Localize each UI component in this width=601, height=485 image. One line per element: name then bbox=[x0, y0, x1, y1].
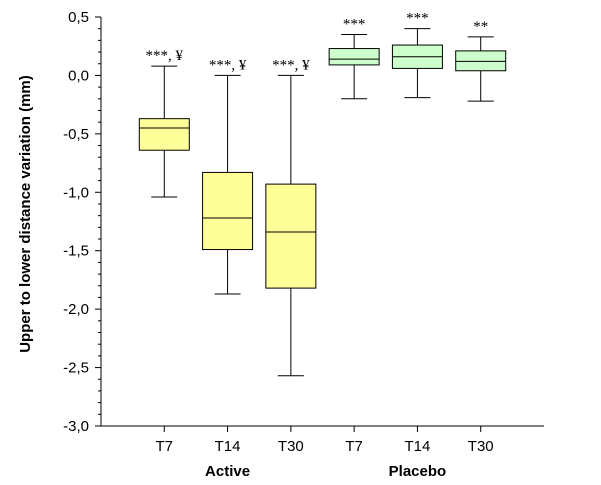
x-tick-label: T30 bbox=[278, 438, 304, 455]
y-tick-label: -3,0 bbox=[63, 418, 89, 435]
axes bbox=[100, 17, 544, 427]
x-tick-label: T7 bbox=[345, 438, 363, 455]
box-active-t14: ***, ¥ bbox=[202, 57, 254, 295]
box-active-t7: ***, ¥ bbox=[138, 48, 190, 198]
y-tick-label: -1,5 bbox=[63, 243, 89, 260]
box-placebo-t14: *** bbox=[391, 11, 443, 99]
y-tick-label: -0,5 bbox=[63, 126, 89, 143]
y-tick-label: 0,5 bbox=[68, 9, 89, 26]
significance-annotation: ***, ¥ bbox=[146, 48, 184, 64]
box-iqr bbox=[138, 118, 190, 151]
x-labels: T7 T14 T30 T7 T14 T30 Active Placebo bbox=[156, 426, 494, 480]
significance-annotation: *** bbox=[406, 11, 429, 27]
significance-annotation: ** bbox=[473, 19, 488, 35]
box-placebo-t30: ** bbox=[455, 19, 507, 102]
group-label-active: Active bbox=[205, 463, 250, 480]
y-tick-label: 0,0 bbox=[68, 67, 89, 84]
box-active-t30: ***, ¥ bbox=[265, 57, 317, 377]
box-iqr bbox=[202, 171, 254, 251]
x-tick-label: T7 bbox=[156, 438, 174, 455]
y-tick-label: -2,5 bbox=[63, 360, 89, 377]
box-iqr bbox=[265, 183, 317, 289]
y-ticks: 0,5 0,0 -0,5 -1,0 -1,5 -2,0 -2,5 -3,0 bbox=[63, 9, 101, 435]
group-label-placebo: Placebo bbox=[389, 463, 447, 480]
x-tick-label: T14 bbox=[215, 438, 241, 455]
x-tick-label: T30 bbox=[468, 438, 494, 455]
y-tick-label: -1,0 bbox=[63, 184, 89, 201]
box-iqr bbox=[328, 48, 380, 66]
y-tick-label: -2,0 bbox=[63, 301, 89, 318]
x-tick-label: T14 bbox=[404, 438, 430, 455]
significance-annotation: *** bbox=[343, 17, 366, 33]
box-placebo-t7: *** bbox=[328, 17, 380, 100]
significance-annotation: ***, ¥ bbox=[209, 57, 247, 73]
y-axis-label: Upper to lower distance variation (mm) bbox=[17, 75, 34, 353]
box-iqr bbox=[455, 50, 507, 72]
significance-annotation: ***, ¥ bbox=[272, 57, 310, 73]
boxes: ***, ¥***, ¥ ***, ¥*** ***** bbox=[138, 11, 507, 377]
